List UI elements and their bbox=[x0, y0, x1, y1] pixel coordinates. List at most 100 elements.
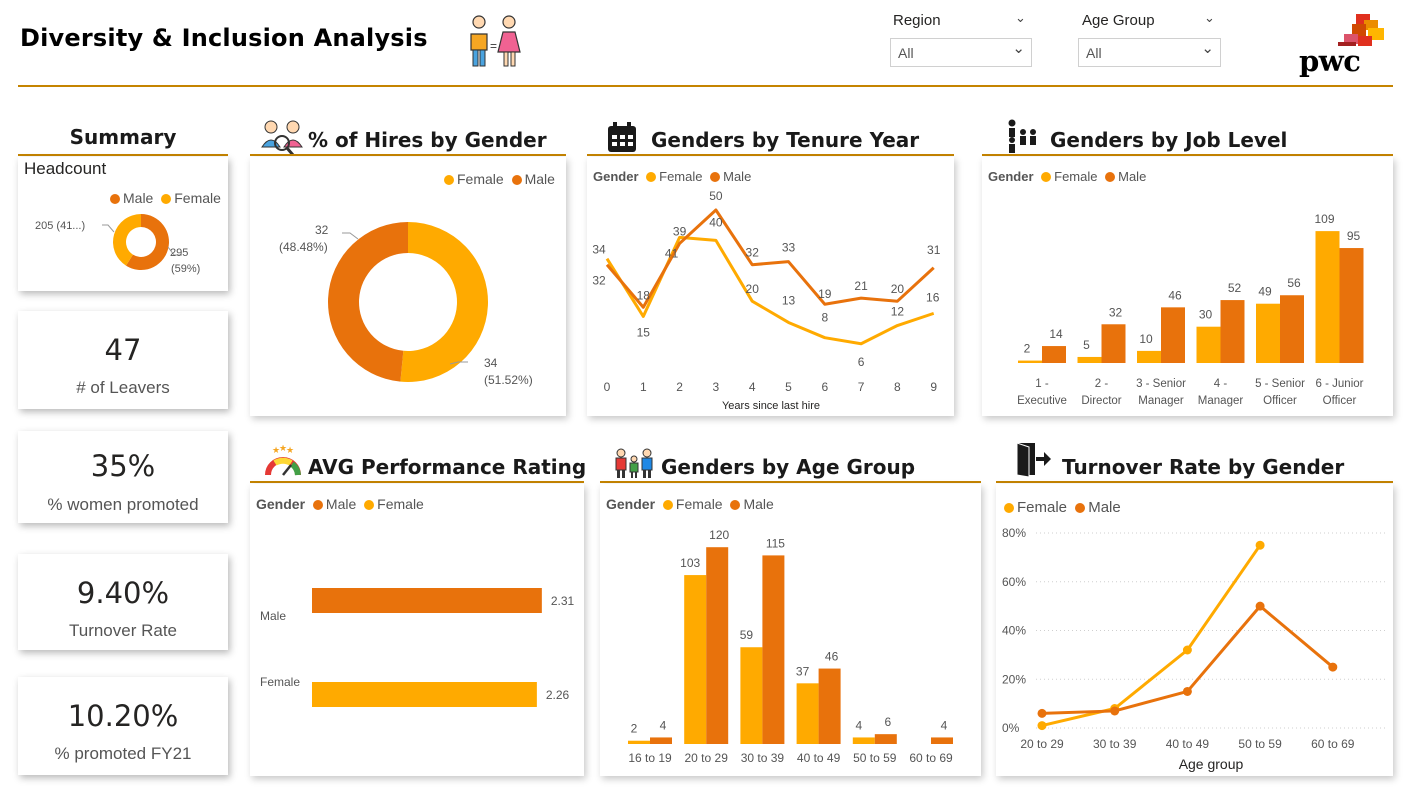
hiring-people-icon bbox=[261, 120, 303, 156]
x-tick-label: Executive bbox=[1017, 395, 1067, 407]
agegroup-bar-chart: 2 4 16 to 19 103 120 20 to 29 59 115 30 to 39 37 4… bbox=[628, 528, 953, 765]
turnover-line-chart: 0% 20% 40% 60% 80% 20 to 29 30 to 39 40 to 49 50… bbox=[1002, 526, 1388, 772]
y-tick-label: 80% bbox=[1002, 526, 1026, 540]
bar-male bbox=[818, 668, 841, 744]
point-male bbox=[1328, 662, 1338, 672]
bar-female bbox=[796, 683, 819, 744]
male-point-label: 21 bbox=[854, 279, 868, 293]
y-tick-label: 20% bbox=[1002, 672, 1026, 686]
x-tick-label: 1 bbox=[640, 380, 647, 394]
line-series-male bbox=[1041, 604, 1334, 715]
x-tick-label: 30 to 39 bbox=[741, 751, 785, 765]
turnover-rate-value: 9.40% bbox=[76, 576, 170, 610]
hires-legend: Female Male bbox=[440, 171, 555, 187]
bar-value-label: 46 bbox=[1168, 288, 1182, 302]
point-female bbox=[1182, 645, 1192, 655]
agegroup-legend: Gender Female Male bbox=[606, 496, 774, 512]
leader-line-male bbox=[342, 232, 359, 240]
legend-female-label: Female bbox=[457, 171, 504, 187]
age-group-dropdown[interactable]: All ⌄ bbox=[1078, 38, 1221, 67]
line-series-female bbox=[605, 235, 935, 346]
page-title: Diversity & Inclusion Analysis bbox=[20, 24, 428, 52]
female-data-label: 205 (41...) bbox=[35, 220, 85, 232]
male-point-label: 19 bbox=[818, 287, 832, 301]
x-tick-label: 16 to 19 bbox=[628, 751, 672, 765]
x-tick-label: 20 to 29 bbox=[685, 751, 729, 765]
hires-by-gender-panel: Female Male 34 (51.52%) 32 (48.48%) bbox=[250, 157, 566, 416]
y-tick-label: Female bbox=[260, 675, 300, 689]
y-tick-label: 60% bbox=[1002, 575, 1026, 589]
legend-female-dot bbox=[444, 175, 454, 185]
bar-value-label: 14 bbox=[1049, 327, 1063, 341]
headcount-title: Headcount bbox=[24, 159, 107, 178]
x-tick-label: 4 - bbox=[1214, 378, 1228, 390]
female-data-label-percent: (51.52%) bbox=[484, 373, 533, 387]
age-group-slicer-label: Age Group bbox=[1082, 12, 1155, 29]
headcount-legend: Male Female bbox=[106, 190, 221, 206]
x-tick-label: Manager bbox=[1198, 395, 1244, 407]
tenure-year-panel: Gender Female Male 34 15 41 40 20 13 8 6 12 16 32 1… bbox=[587, 157, 954, 416]
legend-male-label: Male bbox=[1118, 169, 1147, 184]
bar-value-label: 2 bbox=[631, 722, 638, 736]
hires-panel-title: % of Hires by Gender bbox=[308, 128, 547, 152]
bar-female bbox=[1077, 356, 1102, 363]
female-point-label: 8 bbox=[821, 311, 828, 325]
legend-male-dot bbox=[710, 172, 721, 182]
legend-female-label: Female bbox=[1017, 499, 1068, 516]
bar-value-label: 5 bbox=[1083, 338, 1090, 352]
y-tick-label: 0% bbox=[1002, 721, 1020, 735]
female-point-label: 34 bbox=[592, 243, 606, 257]
male-point-label: 32 bbox=[592, 274, 606, 288]
promoted-fy21-value: 10.20% bbox=[67, 699, 179, 733]
line-series-male bbox=[605, 208, 935, 309]
female-point-label: 12 bbox=[891, 305, 905, 319]
donut-slice-female bbox=[112, 214, 141, 266]
male-point-label: 33 bbox=[782, 241, 796, 255]
legend-female-dot bbox=[1004, 503, 1014, 513]
bar-male bbox=[1339, 248, 1364, 363]
male-point-label: 39 bbox=[673, 224, 687, 238]
legend-male-dot bbox=[1075, 503, 1086, 513]
bar-value-label: 4 bbox=[855, 718, 862, 732]
x-tick-label: 7 bbox=[858, 380, 865, 394]
bar-value-label: 2.26 bbox=[546, 688, 570, 702]
age-group-dropdown-value: All bbox=[1086, 45, 1102, 61]
age-group-collapse-chevron-icon[interactable]: ⌄ bbox=[1204, 10, 1215, 25]
legend-male-label: Male bbox=[1088, 499, 1121, 516]
legend-female-dot bbox=[646, 172, 657, 182]
x-tick-label: 50 to 59 bbox=[1238, 737, 1282, 751]
joblevel-panel-title: Genders by Job Level bbox=[1050, 128, 1288, 152]
joblevel-bar-chart: 2 14 1 - Executive 5 32 2 - Director 10 46 3 - Sen… bbox=[1017, 212, 1364, 407]
performance-panel-title: AVG Performance Rating bbox=[308, 455, 587, 479]
hires-panel-divider bbox=[250, 154, 566, 156]
bar-value-label: 4 bbox=[941, 718, 948, 732]
region-collapse-chevron-icon[interactable]: ⌄ bbox=[1015, 10, 1026, 25]
legend-female-label: Female bbox=[174, 190, 221, 206]
bar-male bbox=[706, 547, 729, 744]
male-data-label: 295 bbox=[170, 247, 188, 259]
female-point-label: 41 bbox=[665, 246, 679, 260]
female-point-label: 15 bbox=[637, 325, 651, 339]
legend-male-dot bbox=[730, 500, 741, 510]
bar-value-label: 10 bbox=[1139, 332, 1153, 346]
bar-female bbox=[1018, 360, 1042, 363]
turnover-rate-card: 9.40% Turnover Rate bbox=[18, 554, 228, 650]
exit-door-icon bbox=[1016, 442, 1051, 477]
rating-gauge-icon: ★ ★ ★ bbox=[265, 445, 301, 476]
age-group-dropdown-chevron-icon: ⌄ bbox=[1201, 40, 1214, 57]
point-male bbox=[1255, 601, 1265, 611]
performance-legend-title: Gender bbox=[256, 496, 306, 512]
region-dropdown[interactable]: All ⌄ bbox=[890, 38, 1032, 67]
bar-value-label: 49 bbox=[1258, 285, 1272, 299]
x-tick-label: 60 to 69 bbox=[1311, 737, 1355, 751]
legend-male-label: Male bbox=[524, 171, 555, 187]
legend-female-label: Female bbox=[659, 169, 703, 184]
pwc-logo: pwc bbox=[1296, 12, 1388, 82]
svg-text:★: ★ bbox=[272, 445, 280, 455]
donut-slice-female bbox=[400, 222, 488, 382]
turnover-rate-label: Turnover Rate bbox=[68, 621, 178, 640]
women-promoted-value: 35% bbox=[90, 449, 156, 483]
bar-male bbox=[1161, 307, 1185, 363]
x-tick-label: 2 - bbox=[1095, 378, 1109, 390]
x-tick-label: Officer bbox=[1323, 395, 1357, 407]
